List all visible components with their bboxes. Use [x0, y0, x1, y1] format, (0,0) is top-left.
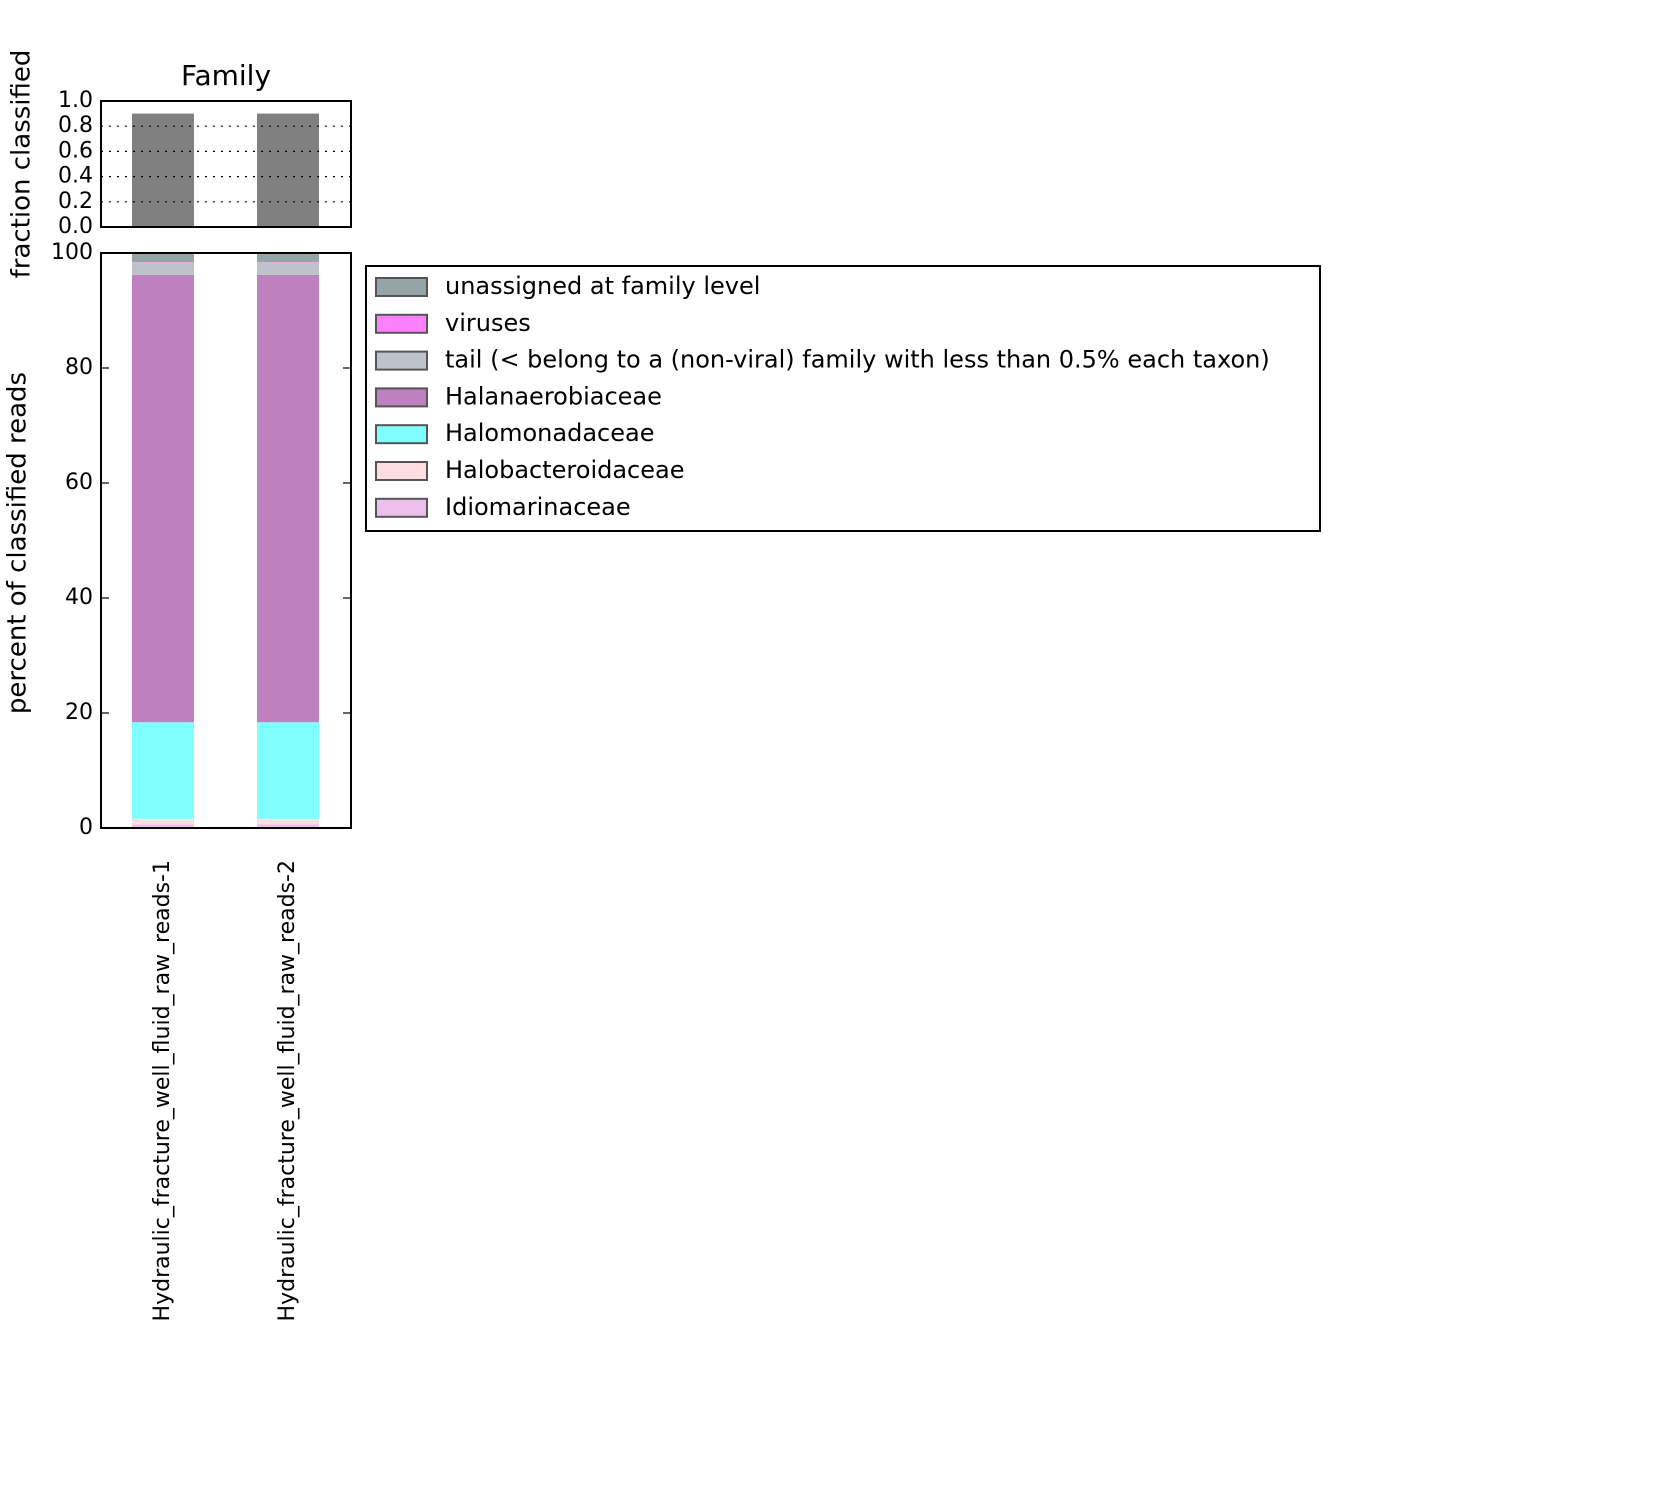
legend-swatch — [375, 497, 428, 518]
y-tick-label: 20 — [65, 700, 93, 725]
bar-segment — [132, 262, 194, 263]
bar-segment — [132, 824, 194, 828]
y-tick-label: 0.8 — [58, 113, 93, 138]
y-tick-label: 1.0 — [58, 88, 93, 113]
y-axis-label: percent of classified reads — [3, 372, 33, 714]
y-tick-label: 40 — [65, 585, 93, 610]
bar-segment — [132, 274, 194, 723]
legend-swatch — [375, 387, 428, 408]
legend-label: Idiomarinaceae — [445, 493, 631, 521]
legend-label: unassigned at family level — [445, 272, 760, 300]
y-tick-label: 100 — [51, 240, 93, 265]
bar-segment — [257, 824, 319, 828]
legend-label: tail (< belong to a (non-viral) family w… — [445, 346, 1270, 374]
bar-segment — [132, 722, 194, 819]
legend-swatch — [375, 461, 428, 481]
x-tick-label: Hydraulic_fracture_well_fluid_raw_reads-… — [275, 860, 300, 1321]
bar — [132, 113, 194, 227]
legend-swatch — [375, 277, 428, 297]
chart-title: Family — [181, 59, 271, 92]
legend-label: Halomonadaceae — [445, 419, 654, 447]
bar-segment — [257, 262, 319, 263]
y-tick-label: 0.2 — [58, 189, 93, 214]
bar-segment — [257, 253, 319, 263]
legend-box — [365, 265, 1321, 532]
legend-label: viruses — [445, 309, 531, 337]
bar-segment — [132, 818, 194, 825]
axes-frame — [100, 100, 352, 228]
x-tick-label: Hydraulic_fracture_well_fluid_raw_reads-… — [150, 860, 175, 1321]
axes-frame — [100, 252, 352, 829]
bar-segment — [257, 722, 319, 819]
legend-swatch — [375, 350, 428, 371]
legend-label: Halanaerobiaceae — [445, 382, 662, 410]
legend-swatch — [375, 424, 428, 445]
bar-segment — [257, 818, 319, 825]
legend-label: Halobacteroidaceae — [445, 456, 684, 484]
bar-segment — [257, 274, 319, 723]
bar-segment — [132, 253, 194, 263]
y-tick-label: 80 — [65, 355, 93, 380]
y-tick-label: 60 — [65, 470, 93, 495]
y-tick-label: 0.6 — [58, 138, 93, 163]
y-tick-label: 0.4 — [58, 164, 93, 189]
y-tick-label: 0.0 — [58, 214, 93, 239]
y-axis-label: fraction classified — [7, 50, 37, 279]
bar-segment — [132, 262, 194, 275]
bar-segment — [257, 262, 319, 275]
bar — [257, 113, 319, 227]
legend-swatch — [375, 313, 428, 334]
y-tick-label: 0 — [79, 815, 93, 840]
